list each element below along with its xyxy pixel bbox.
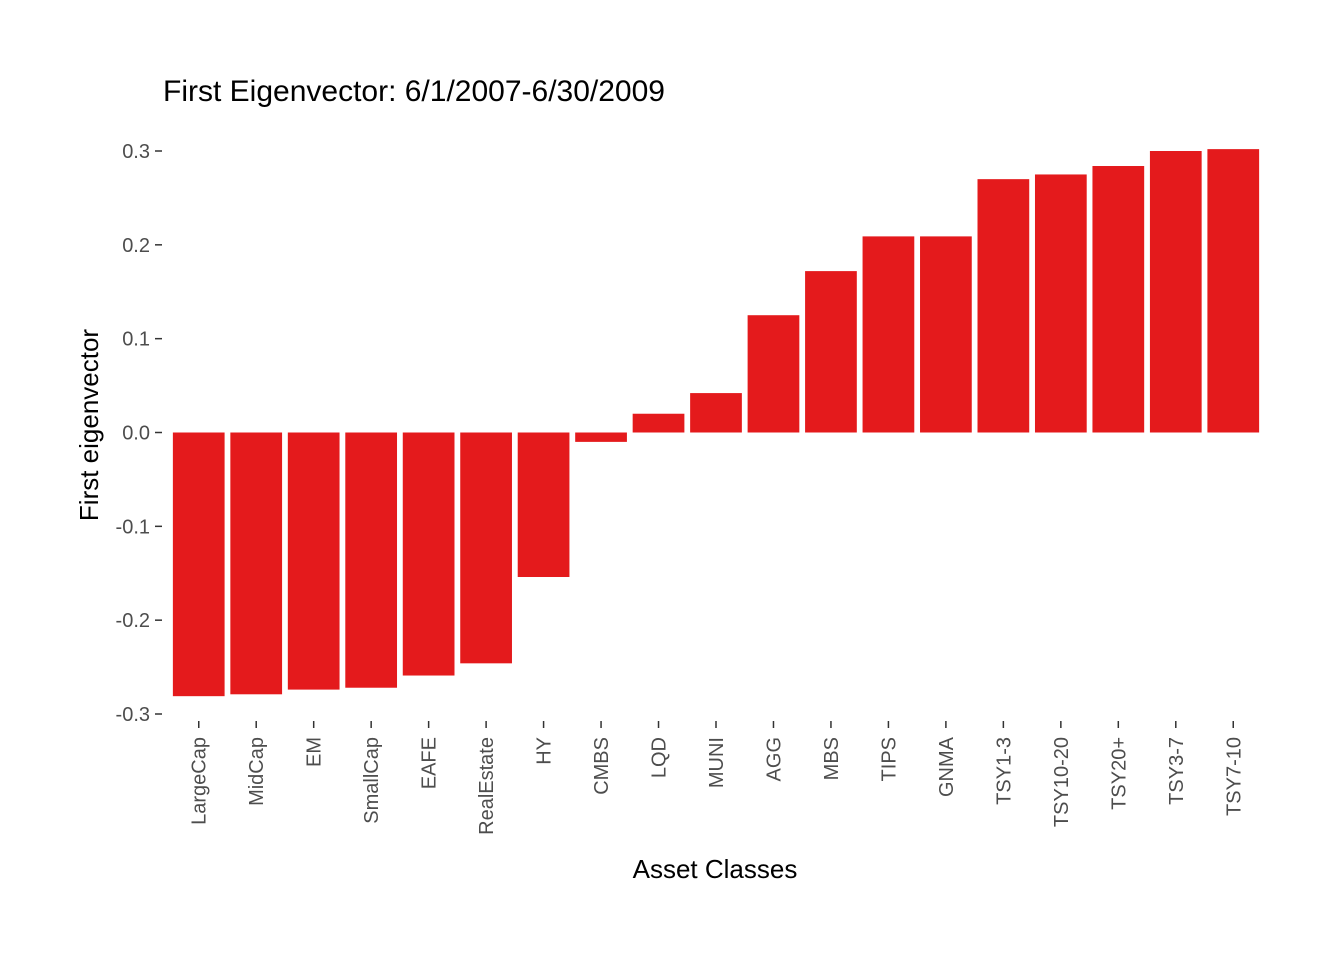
x-tick-label: MidCap (246, 737, 268, 806)
bar-realestate (460, 432, 512, 664)
bar-cmbs (575, 432, 627, 442)
x-tick-label: EAFE (419, 737, 441, 789)
bar-tsy3-7 (1149, 151, 1202, 433)
y-tick-label: -0.1 (116, 516, 150, 538)
x-tick-label: GNMA (936, 736, 958, 797)
x-tick-label: HY (534, 737, 556, 765)
bar-smallcap (345, 432, 398, 688)
chart-title: First Eigenvector: 6/1/2007-6/30/2009 (163, 75, 665, 108)
bar-midcap (230, 432, 283, 695)
x-axis-title: Asset Classes (633, 854, 798, 884)
x-tick-label: TSY10-20 (1051, 737, 1073, 827)
bar-tsy10-20 (1034, 174, 1087, 433)
x-tick-label: LQD (649, 737, 671, 778)
y-tick-label: 0.1 (122, 329, 150, 351)
bar-lqd (632, 413, 685, 433)
x-tick-label: TIPS (878, 737, 900, 781)
bar-em (287, 432, 340, 690)
bar-tips (862, 236, 915, 433)
x-tick-label: TSY1-3 (993, 737, 1015, 805)
bars (172, 149, 1260, 697)
bar-hy (517, 432, 570, 578)
bar-gnma (920, 236, 972, 433)
bar-agg (747, 315, 800, 433)
y-tick-label: 0.2 (122, 235, 150, 257)
y-axis: -0.3 -0.2 -0.1 0.0 0.1 0.2 0.3 (116, 141, 162, 726)
bar-largecap (172, 432, 225, 697)
x-tick-label: EM (304, 737, 326, 767)
x-tick-label: AGG (763, 737, 785, 781)
y-tick-label: -0.3 (116, 704, 150, 726)
y-tick-label: -0.2 (116, 610, 150, 632)
x-tick-label: TSY3-7 (1166, 737, 1188, 805)
x-tick-label: SmallCap (361, 737, 383, 824)
bar-eafe (402, 432, 455, 676)
x-tick-label: LargeCap (189, 737, 211, 825)
bar-tsy7-10 (1207, 149, 1260, 433)
bar-tsy20- (1092, 166, 1145, 433)
y-axis-title: First eigenvector (74, 329, 104, 522)
x-tick-label: TSY7-10 (1223, 737, 1245, 816)
y-tick-label: 0.0 (122, 423, 150, 445)
x-tick-label: RealEstate (476, 737, 498, 835)
x-tick-label: TSY20+ (1108, 737, 1130, 810)
bar-mbs (805, 271, 857, 433)
x-tick-label: MBS (821, 737, 843, 780)
y-tick-label: 0.3 (122, 141, 150, 163)
x-tick-label: MUNI (706, 737, 728, 788)
x-axis: LargeCap MidCap EM SmallCap EAFE RealEstate HY… (189, 721, 1245, 835)
x-tick-label: CMBS (591, 737, 613, 795)
bar-muni (690, 393, 742, 433)
bar-tsy1-3 (977, 179, 1030, 433)
